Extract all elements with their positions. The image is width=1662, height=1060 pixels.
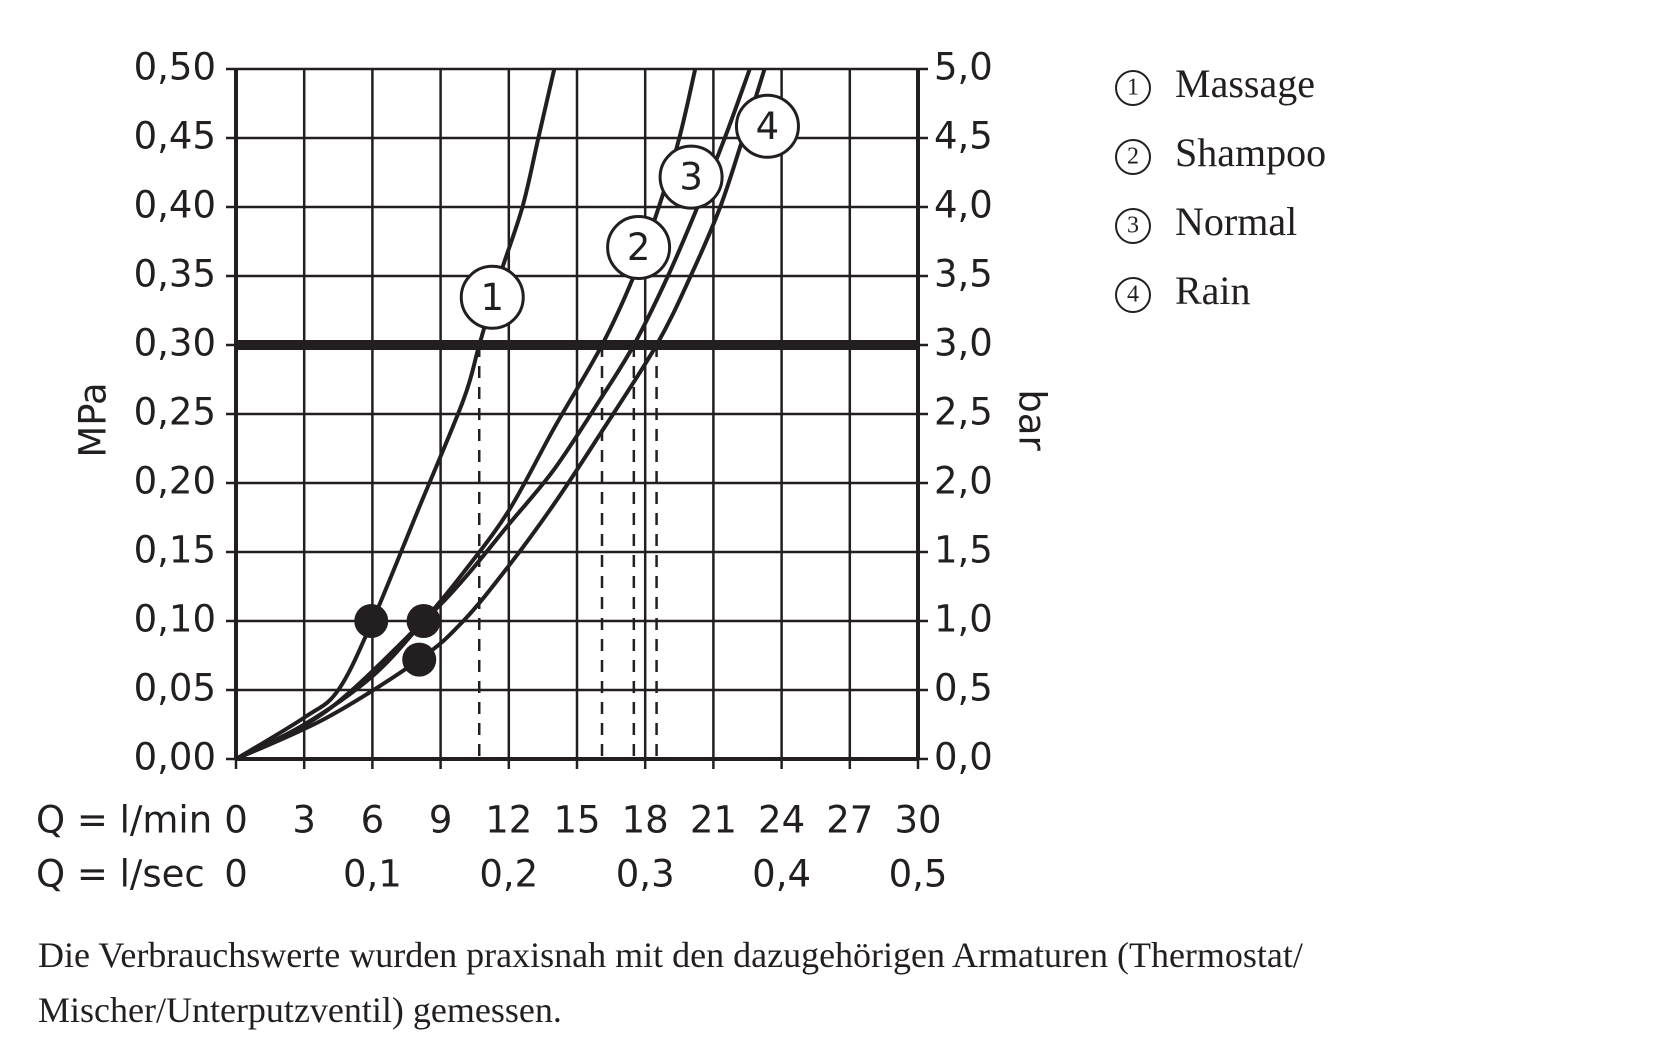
x2-tick-label: 0,2 [479, 853, 538, 896]
y2-tick-label: 5,0 [934, 46, 993, 89]
legend-label: Shampoo [1175, 130, 1326, 175]
y-axis-label: MPa [72, 382, 115, 457]
legend-circle [1115, 208, 1151, 244]
y-tick-label: 0,15 [134, 529, 216, 572]
marker [402, 642, 437, 677]
x2-tick-label: 0,3 [616, 853, 675, 896]
curve-label-circle [658, 144, 724, 210]
legend-label: Rain [1175, 268, 1251, 313]
x-tick-label: 3 [292, 799, 316, 842]
y2-tick-label: 4,0 [934, 184, 993, 227]
x-tick-label: 12 [485, 799, 532, 842]
x-axis-label: Q = l/min [36, 799, 212, 842]
curve-label: 4 [756, 105, 780, 148]
x2-tick-label: 0,4 [752, 853, 811, 896]
x-tick-label: 24 [758, 799, 805, 842]
caption: Die Verbrauchswerte wurden praxisnah mit… [38, 935, 1303, 1030]
y2-tick-label: 0,5 [934, 667, 993, 710]
y-tick-label: 0,35 [134, 253, 216, 296]
y2-tick-label: 2,0 [934, 460, 993, 503]
x2-tick-label: 0 [224, 853, 248, 896]
legend-circle [1115, 70, 1151, 106]
y-tick-label: 0,30 [134, 322, 216, 365]
y2-tick-label: 1,5 [934, 529, 993, 572]
legend-label: Massage [1175, 61, 1315, 106]
y-tick-label: 0,50 [134, 46, 216, 89]
x-tick-label: 9 [429, 799, 453, 842]
y2-tick-label: 0,0 [934, 736, 993, 779]
series-line [235, 68, 767, 761]
x2-axis-label: Q = l/sec [36, 853, 205, 896]
marker [406, 604, 441, 638]
chart: MPa bar Q = l/min Q = l/sec 0,000,050,10… [36, 46, 1326, 896]
x-tick-label: 0 [224, 799, 248, 842]
curve-label-circle [734, 93, 800, 159]
legend-symbol: 3 [1127, 213, 1139, 239]
curve-label: 1 [480, 276, 504, 319]
y-tick-label: 0,10 [134, 598, 216, 641]
curve-label: 3 [679, 156, 703, 199]
legend-symbol: 1 [1127, 75, 1139, 101]
y2-tick-label: 2,5 [934, 391, 993, 434]
legend-symbol: 4 [1127, 282, 1139, 308]
y2-axis-label: bar [1011, 389, 1054, 451]
legend-symbol: 2 [1127, 144, 1139, 170]
marker [354, 604, 389, 638]
series-line [234, 68, 557, 761]
y2-tick-label: 3,5 [934, 253, 993, 296]
x-tick-label: 6 [361, 799, 385, 842]
curve-label-circle [459, 264, 525, 330]
legend-circle [1115, 139, 1151, 175]
y-tick-label: 0,40 [134, 184, 216, 227]
y-tick-label: 0,00 [134, 736, 216, 779]
x-tick-label: 15 [553, 799, 600, 842]
curve-label-circle [606, 214, 672, 280]
y-tick-label: 0,05 [134, 667, 216, 710]
x-tick-label: 27 [826, 799, 873, 842]
curve-label: 2 [627, 226, 651, 269]
legend-circle [1115, 277, 1151, 313]
y-tick-label: 0,25 [134, 391, 216, 434]
y2-tick-label: 4,5 [934, 115, 993, 158]
x-tick-label: 18 [622, 799, 669, 842]
y2-tick-label: 1,0 [934, 598, 993, 641]
x-tick-label: 21 [690, 799, 737, 842]
y-tick-label: 0,20 [134, 460, 216, 503]
y-tick-label: 0,45 [134, 115, 216, 158]
y2-tick-label: 3,0 [934, 322, 993, 365]
x2-tick-label: 0,1 [343, 853, 402, 896]
x2-tick-label: 0,5 [889, 853, 948, 896]
series-line [235, 68, 698, 761]
legend-label: Normal [1175, 199, 1297, 244]
x-tick-label: 30 [894, 799, 941, 842]
